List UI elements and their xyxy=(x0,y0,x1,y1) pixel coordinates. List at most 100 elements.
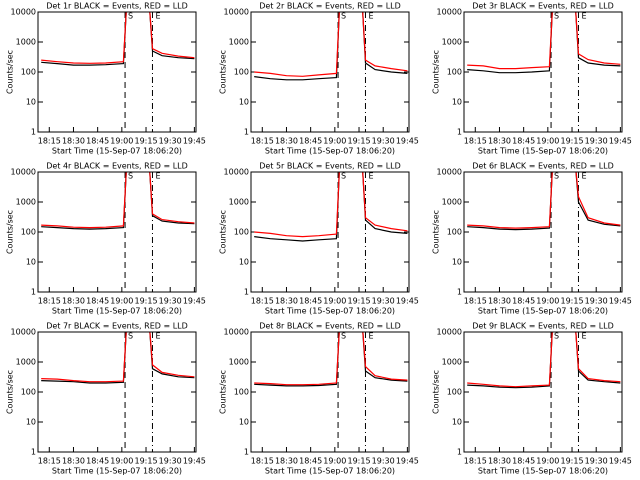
x-tick-label: 18:45 xyxy=(512,137,535,146)
x-tick-label: 19:45 xyxy=(396,297,419,306)
y-tick-label: 1 xyxy=(457,448,462,457)
plot-frame xyxy=(250,171,410,293)
x-tick-label: 19:00 xyxy=(536,137,559,146)
panel-title: Det 3r BLACK = Events, RED = LLD xyxy=(472,2,614,11)
plot-frame xyxy=(463,171,623,293)
x-tick-label: 19:00 xyxy=(110,297,133,306)
x-tick-label: 18:45 xyxy=(299,137,322,146)
x-tick-label: 19:30 xyxy=(585,137,608,146)
y-tick-label: 10 xyxy=(239,98,249,107)
y-tick-label: 100 xyxy=(234,68,249,77)
data-line xyxy=(254,172,408,238)
x-tick-label: 18:15 xyxy=(251,457,274,466)
y-tick-label: 10000 xyxy=(224,328,249,337)
x-tick-label: 18:15 xyxy=(38,297,61,306)
x-axis-label: Start Time (15-Sep-07 18:06:20) xyxy=(478,467,608,476)
y-tick-label: 10 xyxy=(452,418,462,427)
x-tick-label: 18:15 xyxy=(464,297,487,306)
y-tick-label: 10 xyxy=(239,258,249,267)
x-tick-label: 19:15 xyxy=(134,137,157,146)
x-tick-label: 18:45 xyxy=(512,297,535,306)
x-tick-label: 18:15 xyxy=(38,137,61,146)
x-tick-label: 19:00 xyxy=(536,297,559,306)
data-line xyxy=(467,12,621,70)
y-tick-label: 1 xyxy=(31,128,36,137)
x-tick-label: 19:45 xyxy=(609,457,632,466)
data-line xyxy=(254,332,408,386)
x-tick-label: 18:15 xyxy=(464,137,487,146)
y-tick-label: 1000 xyxy=(442,358,462,367)
panel: Det 4r BLACK = Events, RED = LLD Start Ti… xyxy=(6,162,206,316)
x-axis-label: Start Time (15-Sep-07 18:06:20) xyxy=(478,307,608,316)
data-line xyxy=(467,172,621,229)
data-line xyxy=(254,12,408,77)
marker-label: E xyxy=(368,172,373,181)
x-tick-label: 19:15 xyxy=(347,297,370,306)
data-line xyxy=(41,172,195,229)
x-tick-label: 19:00 xyxy=(110,457,133,466)
panel-title: Det 6r BLACK = Events, RED = LLD xyxy=(472,162,614,171)
y-tick-label: 1000 xyxy=(16,38,36,47)
x-tick-label: 18:30 xyxy=(488,137,511,146)
y-tick-label: 100 xyxy=(234,388,249,397)
panel-title: Det 9r BLACK = Events, RED = LLD xyxy=(472,322,614,331)
x-tick-label: 19:15 xyxy=(347,457,370,466)
panel-title: Det 4r BLACK = Events, RED = LLD xyxy=(46,162,188,171)
y-tick-label: 1 xyxy=(31,288,36,297)
x-tick-label: 18:45 xyxy=(86,457,109,466)
y-tick-label: 10 xyxy=(26,418,36,427)
x-tick-label: 19:30 xyxy=(372,457,395,466)
x-tick-label: 18:45 xyxy=(86,297,109,306)
x-tick-label: 18:15 xyxy=(464,457,487,466)
y-tick-label: 10000 xyxy=(11,8,36,17)
x-axis-label: Start Time (15-Sep-07 18:06:20) xyxy=(265,147,395,156)
y-tick-label: 100 xyxy=(21,388,36,397)
y-tick-label: 10 xyxy=(452,258,462,267)
x-tick-label: 18:45 xyxy=(86,137,109,146)
x-tick-label: 18:30 xyxy=(62,297,85,306)
marker-label: E xyxy=(368,12,373,21)
marker-label: E xyxy=(581,332,586,341)
plot-frame xyxy=(250,331,410,453)
x-tick-label: 19:30 xyxy=(372,137,395,146)
x-tick-label: 19:45 xyxy=(183,297,206,306)
x-tick-label: 19:30 xyxy=(585,457,608,466)
y-tick-label: 10000 xyxy=(11,328,36,337)
plot-frame xyxy=(37,171,197,293)
x-tick-label: 18:30 xyxy=(275,137,298,146)
marker-label: E xyxy=(155,12,160,21)
y-tick-label: 1000 xyxy=(229,198,249,207)
y-tick-label: 1000 xyxy=(442,38,462,47)
y-tick-label: 10000 xyxy=(437,168,462,177)
x-tick-label: 18:30 xyxy=(275,457,298,466)
x-tick-label: 19:00 xyxy=(323,137,346,146)
y-tick-label: 1000 xyxy=(16,358,36,367)
x-tick-label: 19:30 xyxy=(159,297,182,306)
x-tick-label: 18:30 xyxy=(62,137,85,146)
y-axis-label: Counts/sec xyxy=(219,370,228,414)
x-axis-label: Start Time (15-Sep-07 18:06:20) xyxy=(265,307,395,316)
marker-label: S xyxy=(128,332,133,341)
y-axis-label: Counts/sec xyxy=(432,370,441,414)
x-tick-label: 19:45 xyxy=(609,297,632,306)
x-tick-label: 19:00 xyxy=(323,297,346,306)
x-tick-label: 19:45 xyxy=(183,457,206,466)
panel-title: Det 1r BLACK = Events, RED = LLD xyxy=(46,2,188,11)
x-axis-label: Start Time (15-Sep-07 18:06:20) xyxy=(52,307,182,316)
y-tick-label: 100 xyxy=(447,68,462,77)
y-tick-label: 10000 xyxy=(224,168,249,177)
x-tick-label: 19:15 xyxy=(560,137,583,146)
panel: Det 6r BLACK = Events, RED = LLD Start Ti… xyxy=(432,162,632,316)
y-tick-label: 1000 xyxy=(16,198,36,207)
x-tick-label: 18:45 xyxy=(299,297,322,306)
x-tick-label: 18:30 xyxy=(275,297,298,306)
plot-frame xyxy=(250,11,410,133)
x-tick-label: 19:45 xyxy=(183,137,206,146)
panel: Det 8r BLACK = Events, RED = LLD Start Ti… xyxy=(219,322,419,476)
marker-label: S xyxy=(554,332,559,341)
y-tick-label: 100 xyxy=(447,388,462,397)
plot-frame xyxy=(37,331,197,453)
marker-label: E xyxy=(155,332,160,341)
data-line xyxy=(41,332,195,383)
x-tick-label: 19:00 xyxy=(536,457,559,466)
